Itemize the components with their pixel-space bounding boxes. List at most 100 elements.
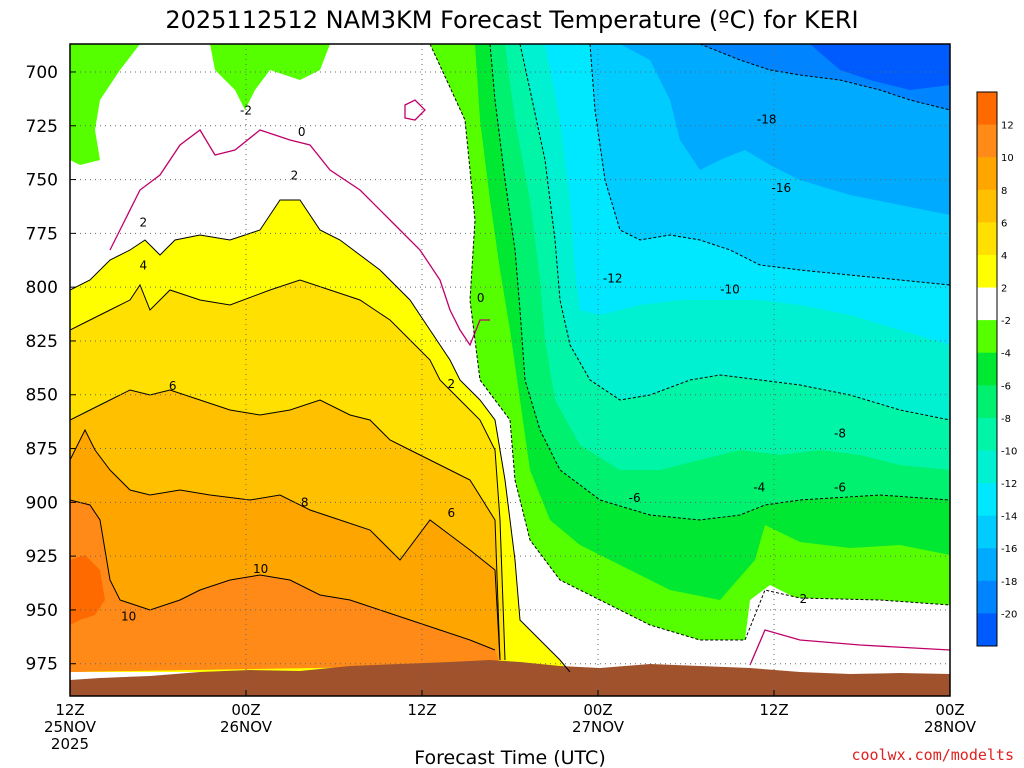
band-green-top (210, 44, 330, 110)
y-tick-label: 950 (26, 601, 58, 621)
freezing-contour-small (404, 99, 426, 121)
grid-lines (70, 44, 950, 696)
m10-contour (519, 44, 950, 421)
contour-labels: 0 2 2 4 6 8 10 10 2 6 0 -2 -18 -16 -12 -10 -8 -6 -6 -4 2 (121, 104, 846, 624)
y-tick-label: 750 (26, 171, 58, 191)
contour-label: 6 (448, 506, 456, 520)
x-tick-label: 00Z (583, 701, 612, 719)
x-tick-label: 12Z (759, 701, 788, 719)
contour-label: -6 (629, 491, 641, 505)
y-tick-label: 850 (26, 386, 58, 406)
colorbar-label: -4 (1001, 349, 1011, 360)
contour-label: 4 (140, 259, 148, 273)
x-tick-label: 25NOV (44, 718, 97, 736)
y-tick-label: 825 (26, 332, 58, 352)
zero-contour (70, 199, 571, 673)
colorbar-swatch (977, 515, 997, 549)
colorbar-swatch (977, 352, 997, 386)
x-tick-label: 2025 (51, 735, 89, 753)
m2-contour (429, 44, 950, 641)
band-deep-10 (70, 500, 500, 672)
x-axis-title: Forecast Time (UTC) (414, 747, 605, 768)
contour-label: 2 (800, 592, 808, 606)
colorbar-frame (976, 91, 998, 647)
y-tick-label: 975 (26, 655, 58, 675)
colorbar: 12 10 8 6 4 2 -2 -4 -6 -8 -10 -12 -14 -16 -18 -20 (976, 91, 1017, 647)
contour-label: 6 (169, 379, 177, 393)
y-tick-label: 875 (26, 440, 58, 460)
eight-contour (70, 428, 501, 661)
colorbar-label: 12 (1001, 121, 1014, 132)
colorbar-swatch (977, 580, 997, 614)
x-tick-label: 00Z (231, 701, 260, 719)
colorbar-swatch (977, 548, 997, 582)
colorbar-swatch (977, 189, 997, 223)
colorbar-swatch (977, 92, 997, 126)
contour-label: 10 (253, 562, 268, 576)
band-green-ul (70, 44, 140, 165)
x-tick-label: 28NOV (924, 718, 977, 736)
chart-title: 2025112512 NAM3KM Forecast Temperature (… (165, 6, 858, 34)
temperature-field (70, 44, 950, 696)
freezing-contour-lower (749, 629, 950, 666)
x-tick-label: 12Z (407, 701, 436, 719)
four-contour (70, 279, 506, 661)
band-white-lower (740, 585, 950, 672)
colorbar-swatch (977, 287, 997, 321)
y-tick-label: 775 (26, 224, 58, 244)
colorbar-label: 2 (1001, 284, 1007, 295)
x-tick-label: 26NOV (220, 718, 273, 736)
contour-label: -8 (834, 426, 846, 440)
credit-text: coolwx.com/modelts (851, 746, 1014, 764)
contour-label: 0 (298, 125, 306, 139)
colorbar-label: -18 (1001, 577, 1017, 588)
contour-label: 2 (448, 377, 456, 391)
band-blue-m22 (810, 44, 950, 90)
colorbar-swatch (977, 320, 997, 354)
contour-label: -6 (834, 480, 846, 494)
colorbar-swatch (977, 222, 997, 256)
colorbar-label: 4 (1001, 251, 1007, 262)
colorbar-swatch (977, 254, 997, 289)
contour-label: -16 (772, 181, 792, 195)
y-tick-label: 800 (26, 278, 58, 298)
contour-label: -4 (753, 480, 765, 494)
contour-label: -12 (603, 272, 623, 286)
contour-label: 2 (140, 216, 148, 230)
contour-label: 8 (301, 495, 309, 509)
band-red-12 (70, 555, 105, 625)
colorbar-label: -12 (1001, 479, 1017, 490)
contour-label: -2 (240, 104, 252, 118)
colorbar-label: -20 (1001, 609, 1017, 620)
contour-label: -10 (720, 282, 740, 296)
contour-lines (70, 44, 950, 673)
m6-contour (489, 44, 950, 521)
colorbar-label: 8 (1001, 186, 1007, 197)
colorbar-swatch (977, 157, 997, 191)
colorbar-label: -14 (1001, 512, 1017, 523)
ground-terrain (70, 660, 950, 696)
six-contour (70, 389, 501, 661)
colorbar-label: 10 (1001, 153, 1014, 164)
contour-label: 0 (477, 291, 485, 305)
ten-contour (70, 499, 496, 651)
colorbar-swatch (977, 613, 997, 647)
y-tick-label: 925 (26, 547, 58, 567)
x-tick-label: 00Z (935, 701, 964, 719)
y-tick-label: 700 (26, 63, 58, 83)
contour-label: -18 (757, 112, 777, 126)
colorbar-label: -16 (1001, 544, 1017, 555)
x-tick-label: 12Z (55, 701, 84, 719)
plot-frame (69, 43, 951, 697)
y-axis: 700 725 750 775 800 825 850 875 900 925 950 975 (26, 63, 76, 675)
colorbar-swatch (977, 124, 997, 158)
colorbar-label: -8 (1001, 414, 1011, 425)
colorbar-label: -10 (1001, 446, 1017, 457)
m18-contour (699, 44, 950, 111)
contour-label: 10 (121, 609, 136, 623)
x-tick-label: 27NOV (572, 718, 625, 736)
y-tick-label: 900 (26, 493, 58, 513)
colorbar-swatch (977, 385, 997, 419)
